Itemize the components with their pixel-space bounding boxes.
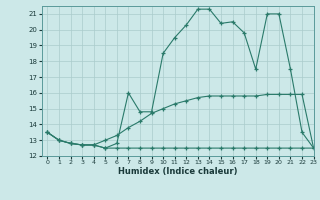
X-axis label: Humidex (Indice chaleur): Humidex (Indice chaleur) xyxy=(118,167,237,176)
